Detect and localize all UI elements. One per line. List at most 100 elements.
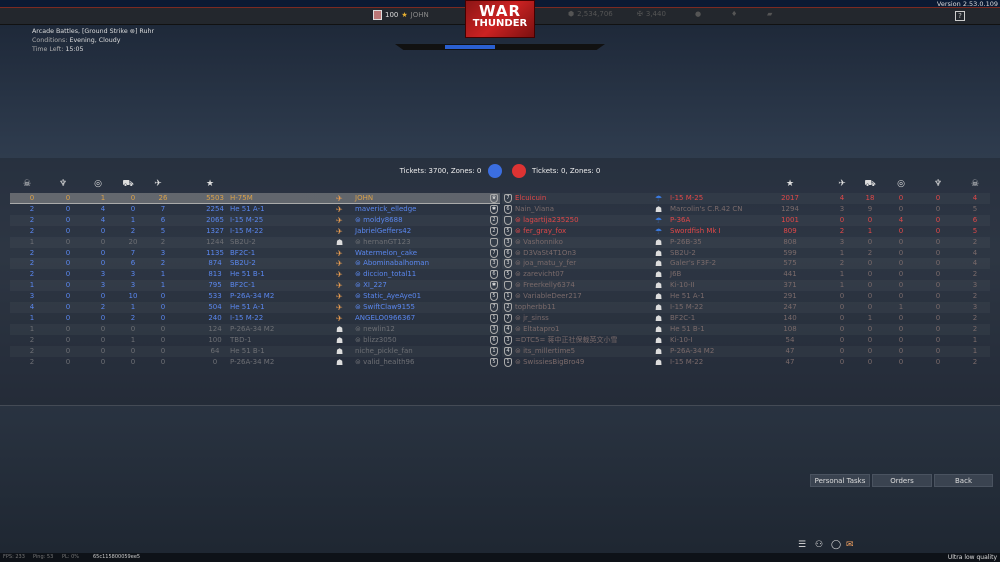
stat-ground: 0 [130,194,136,202]
stat-deaths: 2 [29,204,35,213]
silver-lions: ⬢ 2,534,706 [568,10,613,18]
help-button[interactable]: ? [955,11,965,21]
rank-badge: 3 [504,237,512,247]
version-label: Version 2.53.0.109 [936,0,998,8]
stat-deaths: 4 [972,194,978,202]
ally-player-row[interactable]: 2 0 0 0 0 64 He 51 B-1 ☗ niche_pickle_fan 1 [10,346,500,357]
ally-player-row[interactable]: 1 0 0 2 0 240 I-15 M-22 ✈ ANGELO0966367 1 [10,313,500,324]
list-icon[interactable]: ☰ [798,540,807,550]
enemy-player-row[interactable]: 7 ⊜ jr_sinss ☗ BF2C-1 140 0 1 0 0 2 [502,313,990,324]
dead-icon: ☗ [336,335,344,345]
stat-ground: 9 [867,204,873,213]
vehicle-name: I-15 M-25 [670,194,704,202]
stat-air: 1 [839,281,845,290]
ally-player-row[interactable]: 4 0 2 1 0 504 He 51 A-1 ✈ ⊜ SwiftClaw9155 7 [10,302,500,313]
stat-deaths: 2 [29,215,35,224]
vehicle-name: He 51 B-1 [670,324,705,333]
parachute-icon: ☂ [655,194,663,203]
vehicle-name: I-15 M-22 [230,226,264,235]
ticket-icon: ▰ [767,10,773,18]
vehicle-name: Ki-10-I [670,335,693,344]
enemy-player-row[interactable]: 2 topherbb11 ☗ I-15 M-22 247 0 0 1 0 3 [502,302,990,313]
ally-player-row[interactable]: 2 0 0 0 0 0 P-26A-34 M2 ☗ ⊜ valid_health96 5 [10,357,500,368]
stat-score: 5503 [206,194,224,202]
stat-captures: 0 [935,270,941,279]
enemy-player-row[interactable]: 7 Elcuicuin ☂ I-15 M-25 2017 4 18 0 0 4 [502,193,990,204]
player-info[interactable]: 100 ★ JOHN [373,10,429,20]
ally-player-row[interactable]: 2 0 0 1 0 100 TBD-1 ☗ ⊜ blizz3050 6 [10,335,500,346]
ally-player-row[interactable]: 0 0 1 0 26 5503 H-75M ✈ JOHN ♛ [10,193,500,204]
enemy-player-row[interactable]: 3 ⊜ Vashonniko ☗ P-26B-35 808 3 0 0 0 2 [502,237,990,248]
enemy-player-row[interactable]: ⊜ lagartija235250 ☂ P-36A 1001 0 0 4 0 6 [502,215,990,226]
mail-icon[interactable]: ✉ [846,540,854,550]
enemy-player-row[interactable]: 1 ⊜ SwissiesBigBro49 ☗ I-15 M-22 47 0 0 0 0 2 [502,357,990,368]
enemy-player-row[interactable]: 1 ⊜ VariableDeer217 ☗ He 51 A-1 291 0 0 0 0 2 [502,291,990,302]
ally-player-row[interactable]: 2 0 4 0 7 2254 He 51 A-1 ✈ maverick_elledge ✱ [10,204,500,215]
enemy-player-row[interactable]: ⊜ Freerkelly6374 ☗ Ki-10-II 371 1 0 0 0 3 [502,280,990,291]
time-left-label: Time Left: [32,46,64,53]
enemy-player-row[interactable]: 6 ⊜ D3VaSt4T1On3 ☗ SB2U-2 599 1 2 0 0 4 [502,248,990,259]
player-name: niche_pickle_fan [355,346,413,355]
plane-icon: ✈ [336,313,343,323]
stat-captures: 0 [65,292,71,301]
rank-badge: 7 [504,194,512,203]
stat-ground: 10 [128,292,138,301]
enemy-player-row[interactable]: 4 ⊜ its_millertime5 ☗ P-26A-34 M2 47 0 0 0 0 1 [502,346,990,357]
ally-player-row[interactable]: 1 0 0 20 2 1244 SB2U-2 ☗ ⊜ hernanGT123 [10,237,500,248]
ally-player-row[interactable]: 2 0 0 6 2 874 SB2U-2 ✈ ⊜ Abominabalhoman 3 [10,258,500,269]
player-name: ⊜ joa_matu_y_fer [515,259,577,268]
stat-score: 808 [783,237,797,246]
ally-player-row[interactable]: 2 0 0 2 5 1327 I-15 M-22 ✈ JabrielGeffers42 2 [10,226,500,237]
enemy-player-row[interactable]: 3 =DTC5= 蒋中正社保裁英文小雪 ☗ Ki-10-I 54 0 0 0 0 1 [502,335,990,346]
squad-icon[interactable]: ⚇ [815,540,824,550]
ally-player-row[interactable]: 2 0 0 7 3 1135 BF2C-1 ✈ Watermelon_cake 7 [10,248,500,259]
chat-icon[interactable]: ◯ [831,540,842,550]
enemy-player-row[interactable]: 4 ⊜ Eltatapro1 ☗ He 51 B-1 108 0 0 0 0 2 [502,324,990,335]
stat-deaths: 4 [972,248,978,257]
ally-player-row[interactable]: 1 0 3 3 1 795 BF2C-1 ✈ ⊜ XI_227 ✱ [10,280,500,291]
enemy-player-row[interactable]: 5 ⊜ fer_gray_fox ☂ Swordfish Mk I 809 2 1 0 0 5 [502,226,990,237]
vehicle-name: I-15 M-22 [670,303,704,311]
stat-ground: 3 [130,270,136,279]
enemy-player-row[interactable]: 5 ⊜ zarevicht07 ☗ J6B 441 1 0 0 0 2 [502,269,990,280]
player-name: ⊜ lagartija235250 [515,215,579,224]
stat-score: 504 [208,303,222,311]
player-name: ⊜ diccion_total11 [355,270,417,279]
stat-deaths: 2 [972,313,978,322]
personal-tasks-button[interactable]: Personal Tasks [810,474,870,487]
stat-score: 1244 [206,237,224,246]
vehicle-name: P-26A-34 M2 [230,292,275,301]
stat-captures: 0 [65,335,71,344]
ally-player-row[interactable]: 2 0 4 1 6 2065 I-15 M-25 ✈ ⊜ moldy8688 2 [10,215,500,226]
ally-player-row[interactable]: 3 0 0 10 0 533 P-26A-34 M2 ✈ ⊜ Static_AyeAye01 5 [10,291,500,302]
stat-score: 795 [208,281,222,290]
stat-assists: 0 [100,248,106,257]
player-name: ⊜ Freerkelly6374 [515,281,575,290]
vehicle-name: Marcolin's C.R.42 CN [670,204,743,213]
stat-ground: 0 [867,270,873,279]
stat-ground: 0 [867,292,873,301]
rank-badge: 1 [504,357,512,367]
stat-deaths: 2 [972,357,978,366]
rank-badge: 6 [504,204,512,214]
back-button[interactable]: Back [934,474,993,487]
stat-score: 1294 [781,204,799,213]
enemy-player-row[interactable]: 6 Nain_Viana ☗ Marcolin's C.R.42 CN 1294 3 9 0 0… [502,204,990,215]
silver-lions-icon: ⬢ [568,10,575,18]
ally-player-row[interactable]: 2 0 3 3 1 813 He 51 B-1 ✈ ⊜ diccion_total11 6 [10,269,500,280]
enemy-tickets: Tickets: 0, Zones: 0 [532,167,601,175]
player-name: ⊜ moldy8688 [355,215,403,224]
stat-ground: 2 [130,313,136,322]
rank-badge: 3 [490,259,498,269]
stat-air: 26 [158,194,168,202]
orders-button[interactable]: Orders [872,474,932,487]
ally-player-row[interactable]: 1 0 0 0 0 124 P-26A-34 M2 ☗ ⊜ newlin12 3 [10,324,500,335]
stat-ground: 18 [865,194,875,202]
stat-assists: 0 [100,292,106,301]
stat-ground: 0 [867,215,873,224]
enemy-player-row[interactable]: 3 ⊜ joa_matu_y_fer ☗ Galer's F3F-2 575 2 0 0 0 4 [502,258,990,269]
stat-ground: 0 [130,324,136,333]
conditions-value: Evening, Cloudy [69,37,121,44]
avatar [373,10,382,20]
stat-score: 809 [783,226,797,235]
